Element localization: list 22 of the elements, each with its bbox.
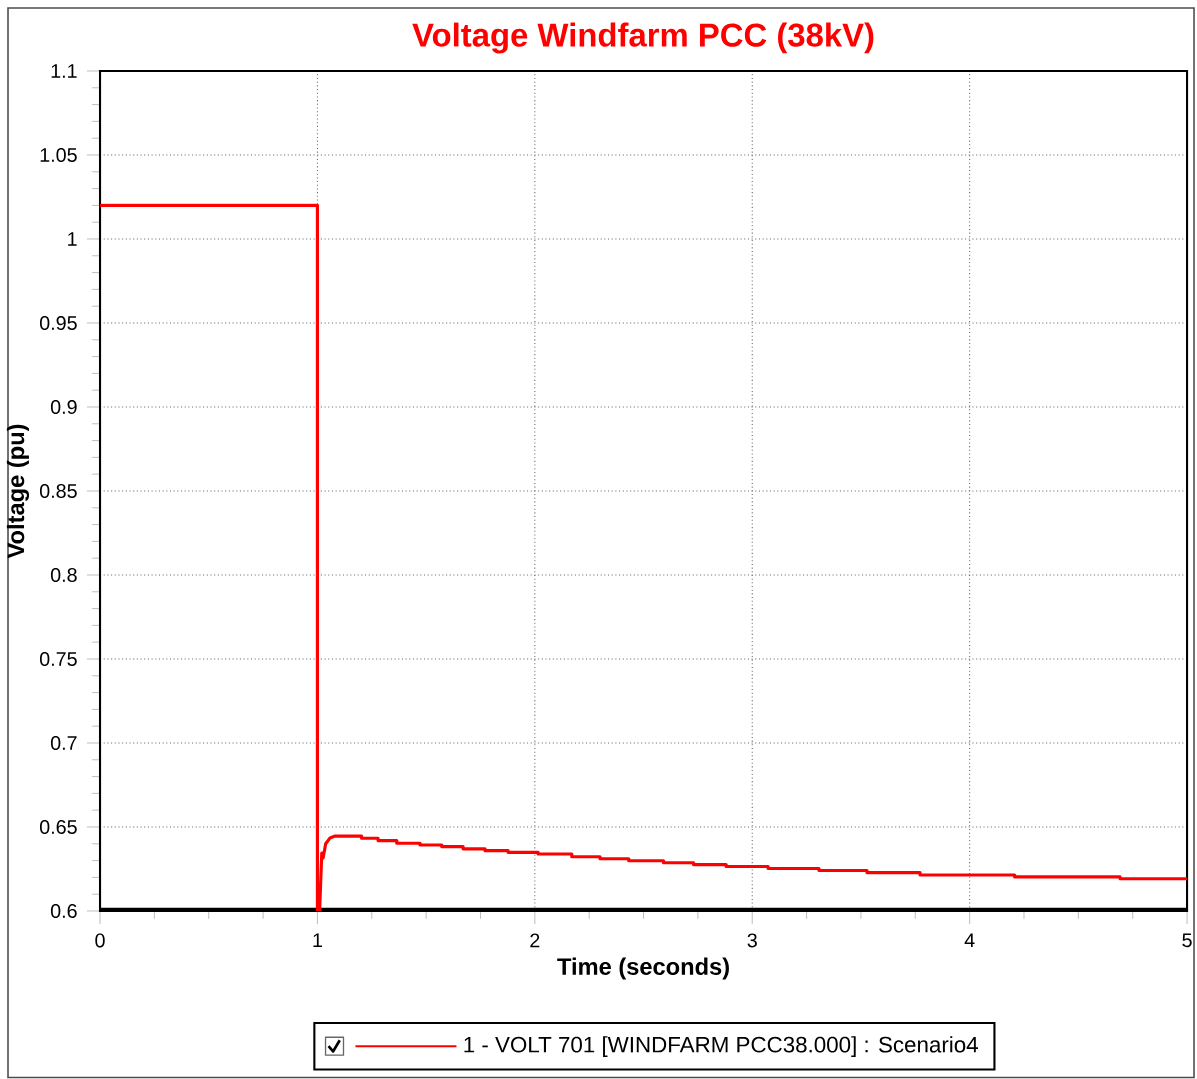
x-tick-label: 5 xyxy=(1182,933,1192,948)
x-tick-label: 2 xyxy=(530,933,540,948)
y-tick-label: 0.85 xyxy=(39,484,77,498)
y-tick-label: 0.8 xyxy=(50,568,77,582)
legend-label: 1 - VOLT 701 [WINDFARM PCC38.000] : Scenario4 xyxy=(464,1036,978,1057)
x-tick-label: 0 xyxy=(95,933,105,948)
y-tick-label: 1.05 xyxy=(40,148,77,162)
chart-title: Voltage Windfarm PCC (38kV) xyxy=(412,22,874,54)
y-tick-label: 1 xyxy=(68,232,77,246)
y-tick-label: 0.65 xyxy=(39,820,77,834)
x-tick-label: 4 xyxy=(964,933,975,947)
y-tick-label: 0.95 xyxy=(39,316,77,330)
y-tick-label: 0.6 xyxy=(50,904,77,918)
y-tick-label: 1.1 xyxy=(51,64,77,78)
y-tick-label: 0.9 xyxy=(50,400,77,414)
x-tick-label: 3 xyxy=(747,933,757,948)
x-tick-label: 1 xyxy=(313,933,322,947)
y-tick-label: 0.75 xyxy=(39,652,77,666)
y-axis-title: Voltage (pu) xyxy=(6,424,30,559)
line-series xyxy=(100,203,1188,911)
x-axis-title: Time (seconds) xyxy=(557,957,729,980)
y-tick-label: 0.7 xyxy=(50,736,77,750)
